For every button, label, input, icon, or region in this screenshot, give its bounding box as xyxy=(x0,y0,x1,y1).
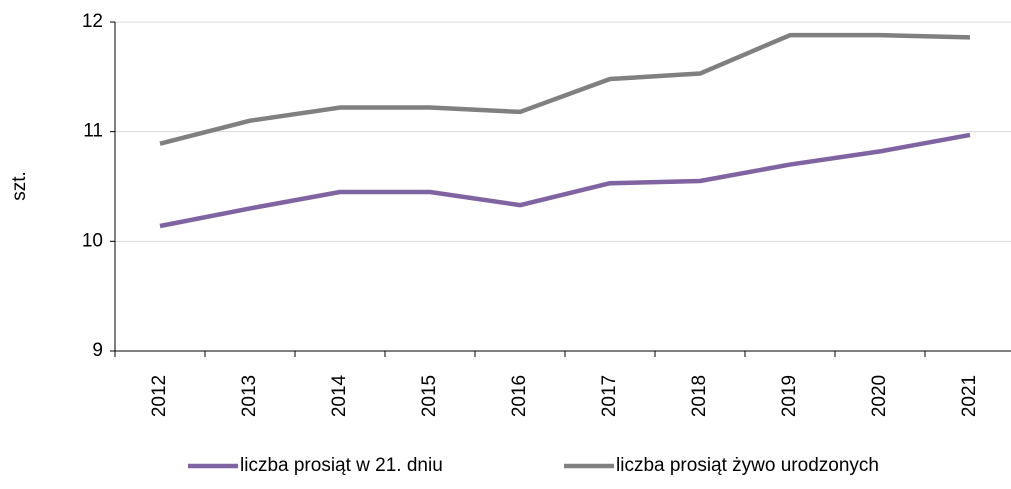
x-tick-label: 2020 xyxy=(869,375,890,417)
x-tick-label: 2012 xyxy=(149,375,170,417)
x-tick-label: 2019 xyxy=(779,375,800,417)
x-tick-label: 2017 xyxy=(599,375,620,417)
x-tick-label: 2021 xyxy=(959,375,980,417)
legend-label: liczba prosiąt żywo urodzonych xyxy=(616,455,879,476)
y-tick-label: 10 xyxy=(82,230,103,251)
series-line xyxy=(159,132,971,229)
y-tick-label: 11 xyxy=(83,121,103,142)
x-tick-label: 2018 xyxy=(689,375,710,417)
x-tick-label: 2015 xyxy=(419,375,440,417)
x-tick-label: 2014 xyxy=(329,374,350,417)
x-tick-label: 2013 xyxy=(239,375,260,417)
series-line xyxy=(159,32,971,146)
y-axis-label: szt. xyxy=(9,171,30,201)
y-tick-label: 9 xyxy=(92,340,103,361)
x-tick-label: 2016 xyxy=(509,375,530,417)
legend-label: liczba prosiąt w 21. dniu xyxy=(240,455,443,476)
y-tick-label: 12 xyxy=(82,11,103,32)
